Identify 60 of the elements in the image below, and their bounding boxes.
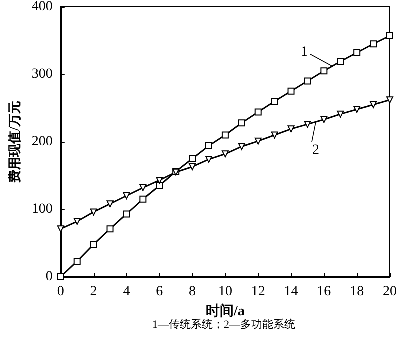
point <box>320 116 328 124</box>
y-tick-label: 100 <box>32 202 53 217</box>
point <box>106 200 114 208</box>
point <box>90 208 98 216</box>
point <box>189 163 196 170</box>
point <box>304 120 312 128</box>
y-axis-title: 费用现值/万元 <box>7 101 22 184</box>
text: 1—传统系统；2—多功能系统 <box>152 318 296 331</box>
point <box>57 274 64 280</box>
y-tick-label: 300 <box>32 67 53 82</box>
point <box>205 156 212 164</box>
point <box>222 132 229 139</box>
y-tick-label: 400 <box>32 0 53 14</box>
x-tick-label: 12 <box>251 284 266 300</box>
point <box>288 126 295 133</box>
x-tick-label: 10 <box>218 284 232 300</box>
x-tick-label: 2 <box>90 284 98 300</box>
point <box>222 150 229 158</box>
point <box>74 258 81 265</box>
point <box>156 182 164 190</box>
point <box>320 68 328 75</box>
x-tick-label: 6 <box>156 284 164 300</box>
point <box>254 138 262 145</box>
point <box>271 98 278 105</box>
point <box>370 40 378 48</box>
point <box>106 226 114 233</box>
point <box>288 88 295 95</box>
point <box>238 120 246 127</box>
annotation: 1 <box>300 44 308 60</box>
point <box>123 210 130 218</box>
point <box>337 58 344 66</box>
point <box>140 196 147 203</box>
x-tick-label: 16 <box>317 284 332 300</box>
point <box>156 176 164 184</box>
point <box>74 218 81 226</box>
x-tick-label: 4 <box>123 284 130 300</box>
point <box>337 110 344 118</box>
x-tick-label: 0 <box>57 284 64 300</box>
y-tick-label: 200 <box>32 134 53 150</box>
x-tick-label: 8 <box>189 284 196 300</box>
x-axis-title: 时间/a <box>206 304 245 320</box>
point <box>354 106 361 114</box>
point <box>238 143 246 150</box>
y-tick-label: 0 <box>46 270 53 284</box>
annotation: 2 <box>312 142 320 158</box>
point <box>140 184 147 192</box>
point <box>386 96 394 104</box>
point <box>205 142 212 150</box>
point <box>123 192 130 200</box>
point <box>189 155 196 162</box>
point <box>254 108 262 116</box>
point <box>90 241 98 248</box>
point <box>354 49 361 56</box>
point <box>386 32 394 40</box>
point <box>304 78 312 85</box>
x-tick-label: 14 <box>284 284 298 300</box>
x-tick-label: 20 <box>383 284 397 300</box>
x-tick-label: 18 <box>350 284 364 300</box>
point <box>370 101 378 108</box>
point <box>271 132 278 139</box>
